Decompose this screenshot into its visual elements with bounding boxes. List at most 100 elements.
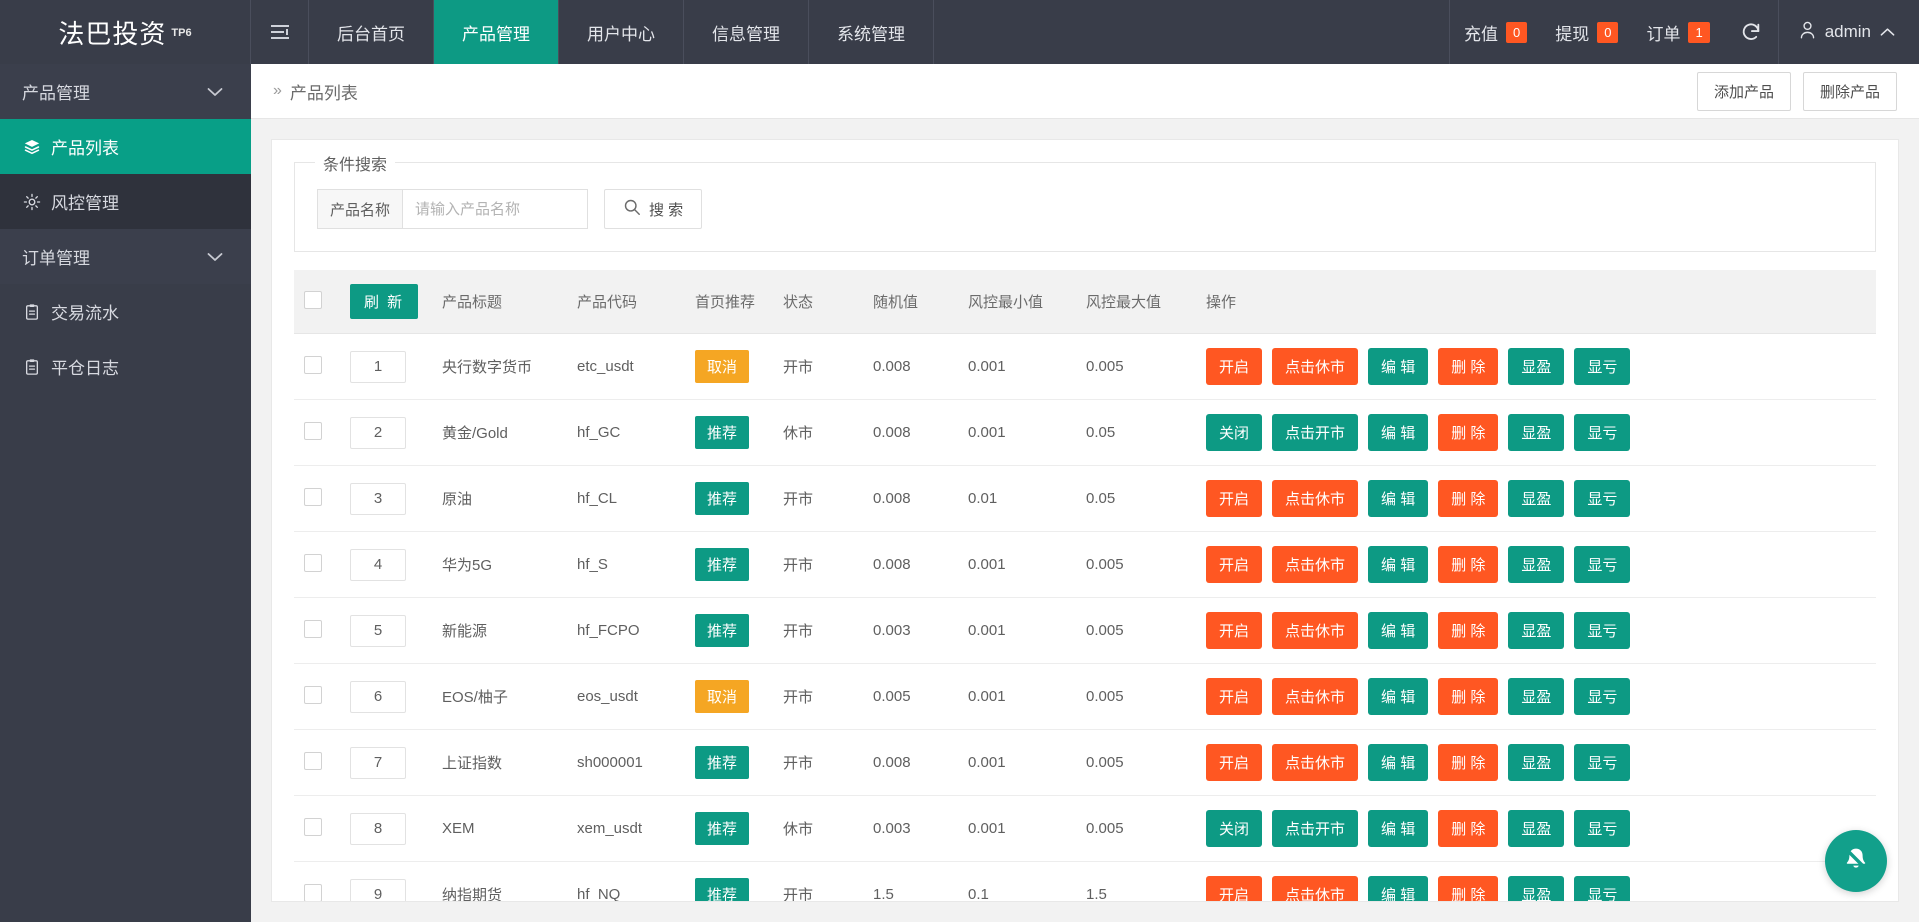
sidebar-item-risk-management[interactable]: 风控管理 (0, 174, 251, 229)
delete-button[interactable]: 删 除 (1438, 678, 1499, 715)
show-loss-button[interactable]: 显亏 (1574, 810, 1631, 847)
toggle-status-button[interactable]: 开启 (1206, 876, 1263, 901)
row-checkbox[interactable] (304, 685, 322, 704)
search-button[interactable]: 搜 索 (604, 189, 703, 229)
delete-button[interactable]: 删 除 (1438, 744, 1499, 781)
toggle-market-button[interactable]: 点击休市 (1272, 612, 1359, 649)
delete-button[interactable]: 删 除 (1438, 612, 1499, 649)
edit-button[interactable]: 编 辑 (1368, 612, 1429, 649)
sidebar-group-product-management[interactable]: 产品管理 (0, 64, 251, 119)
delete-product-button[interactable]: 删除产品 (1802, 71, 1897, 111)
edit-button[interactable]: 编 辑 (1368, 876, 1429, 901)
select-all-checkbox[interactable] (304, 290, 322, 309)
show-profit-button[interactable]: 显盈 (1508, 744, 1565, 781)
toggle-status-button[interactable]: 关闭 (1206, 414, 1263, 451)
tab-info-management[interactable]: 信息管理 (684, 0, 809, 64)
toggle-market-button[interactable]: 点击开市 (1272, 810, 1359, 847)
delete-button[interactable]: 删 除 (1438, 480, 1499, 517)
delete-button[interactable]: 删 除 (1438, 876, 1499, 901)
show-loss-button[interactable]: 显亏 (1574, 744, 1631, 781)
show-loss-button[interactable]: 显亏 (1574, 876, 1631, 901)
sidebar-item-transaction-flow[interactable]: 交易流水 (0, 284, 251, 339)
tab-product-management[interactable]: 产品管理 (434, 0, 559, 64)
show-loss-button[interactable]: 显亏 (1574, 480, 1631, 517)
search-input[interactable] (402, 189, 589, 229)
edit-button[interactable]: 编 辑 (1368, 744, 1429, 781)
recommend-toggle-tag[interactable]: 推荐 (695, 614, 750, 647)
recommend-toggle-tag[interactable]: 推荐 (695, 548, 750, 581)
row-checkbox[interactable] (304, 751, 322, 770)
row-id-input[interactable]: 6 (350, 680, 406, 713)
show-loss-button[interactable]: 显亏 (1574, 678, 1631, 715)
row-id-input[interactable]: 4 (350, 548, 406, 581)
edit-button[interactable]: 编 辑 (1368, 546, 1429, 583)
show-loss-button[interactable]: 显亏 (1574, 546, 1631, 583)
sidebar-group-order-management[interactable]: 订单管理 (0, 229, 251, 284)
show-loss-button[interactable]: 显亏 (1574, 348, 1631, 385)
brand-logo[interactable]: 法巴投资 TP6 (0, 0, 251, 64)
show-profit-button[interactable]: 显盈 (1508, 810, 1565, 847)
toggle-status-button[interactable]: 开启 (1206, 546, 1263, 583)
order-counter[interactable]: 订单 1 (1632, 0, 1723, 64)
tab-user-center[interactable]: 用户中心 (559, 0, 684, 64)
toggle-market-button[interactable]: 点击休市 (1272, 348, 1359, 385)
toggle-market-button[interactable]: 点击休市 (1272, 876, 1359, 901)
row-id-input[interactable]: 2 (350, 416, 406, 449)
toggle-status-button[interactable]: 开启 (1206, 612, 1263, 649)
row-id-input[interactable]: 1 (350, 350, 406, 383)
row-checkbox[interactable] (304, 883, 322, 901)
row-checkbox[interactable] (304, 553, 322, 572)
toggle-market-button[interactable]: 点击开市 (1272, 414, 1359, 451)
row-id-input[interactable]: 5 (350, 614, 406, 647)
row-checkbox[interactable] (304, 619, 322, 638)
delete-button[interactable]: 删 除 (1438, 348, 1499, 385)
toggle-status-button[interactable]: 开启 (1206, 348, 1263, 385)
show-profit-button[interactable]: 显盈 (1508, 678, 1565, 715)
show-profit-button[interactable]: 显盈 (1508, 414, 1565, 451)
edit-button[interactable]: 编 辑 (1368, 348, 1429, 385)
edit-button[interactable]: 编 辑 (1368, 480, 1429, 517)
tab-backend-home[interactable]: 后台首页 (309, 0, 434, 64)
notification-toggle-button[interactable] (1825, 830, 1887, 892)
add-product-button[interactable]: 添加产品 (1696, 71, 1791, 111)
row-id-input[interactable]: 3 (350, 482, 406, 515)
edit-button[interactable]: 编 辑 (1368, 810, 1429, 847)
user-menu[interactable]: admin (1779, 0, 1919, 64)
row-checkbox[interactable] (304, 817, 322, 836)
toggle-status-button[interactable]: 开启 (1206, 678, 1263, 715)
edit-button[interactable]: 编 辑 (1368, 414, 1429, 451)
hamburger-icon[interactable] (251, 0, 309, 64)
recommend-toggle-tag[interactable]: 推荐 (695, 878, 750, 901)
toggle-status-button[interactable]: 开启 (1206, 744, 1263, 781)
toggle-market-button[interactable]: 点击休市 (1272, 546, 1359, 583)
refresh-icon[interactable] (1724, 0, 1779, 64)
toggle-market-button[interactable]: 点击休市 (1272, 480, 1359, 517)
show-loss-button[interactable]: 显亏 (1574, 612, 1631, 649)
toggle-status-button[interactable]: 关闭 (1206, 810, 1263, 847)
refresh-button[interactable]: 刷 新 (350, 284, 419, 319)
show-profit-button[interactable]: 显盈 (1508, 348, 1565, 385)
show-profit-button[interactable]: 显盈 (1508, 546, 1565, 583)
show-loss-button[interactable]: 显亏 (1574, 414, 1631, 451)
recommend-toggle-tag[interactable]: 推荐 (695, 746, 750, 779)
recommend-toggle-tag[interactable]: 推荐 (695, 812, 750, 845)
sidebar-item-product-list[interactable]: 产品列表 (0, 119, 251, 174)
recommend-toggle-tag[interactable]: 推荐 (695, 416, 750, 449)
delete-button[interactable]: 删 除 (1438, 810, 1499, 847)
show-profit-button[interactable]: 显盈 (1508, 480, 1565, 517)
recharge-counter[interactable]: 充值 0 (1450, 0, 1541, 64)
withdraw-counter[interactable]: 提现 0 (1541, 0, 1632, 64)
recommend-toggle-tag[interactable]: 取消 (695, 680, 750, 713)
show-profit-button[interactable]: 显盈 (1508, 612, 1565, 649)
row-id-input[interactable]: 8 (350, 812, 406, 845)
row-checkbox[interactable] (304, 355, 322, 374)
recommend-toggle-tag[interactable]: 取消 (695, 350, 750, 383)
toggle-market-button[interactable]: 点击休市 (1272, 744, 1359, 781)
toggle-market-button[interactable]: 点击休市 (1272, 678, 1359, 715)
sidebar-item-close-position-log[interactable]: 平仓日志 (0, 339, 251, 394)
edit-button[interactable]: 编 辑 (1368, 678, 1429, 715)
tab-system-management[interactable]: 系统管理 (809, 0, 934, 64)
row-checkbox[interactable] (304, 487, 322, 506)
row-id-input[interactable]: 7 (350, 746, 406, 779)
show-profit-button[interactable]: 显盈 (1508, 876, 1565, 901)
